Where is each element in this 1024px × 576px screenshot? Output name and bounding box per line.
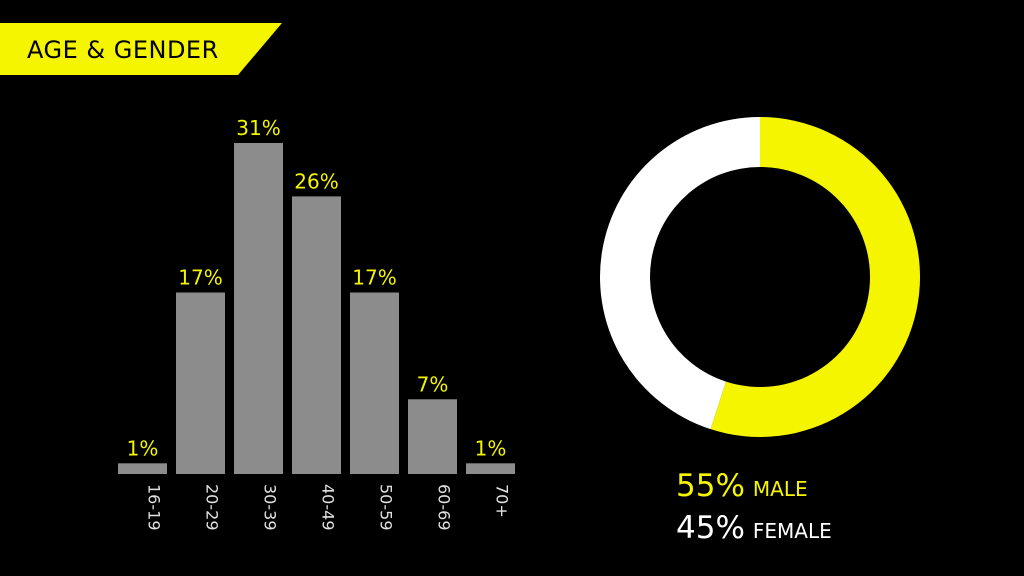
- bar-value-label: 7%: [417, 372, 449, 396]
- legend-female: 45% FEMALE: [676, 510, 832, 546]
- x-tick-label: 30-39: [261, 484, 280, 531]
- legend-female-label: FEMALE: [752, 519, 832, 543]
- legend-male-label: MALE: [752, 477, 808, 501]
- page-title: AGE & GENDER: [27, 36, 219, 64]
- x-tick-label: 40-49: [319, 484, 338, 531]
- bar-40-49: [292, 196, 341, 475]
- bar-value-label: 31%: [236, 116, 280, 140]
- x-tick-label: 60-69: [435, 484, 454, 531]
- bar-value-label: 26%: [294, 169, 338, 193]
- donut-slice-male: [710, 117, 920, 437]
- title-banner: AGE & GENDER: [0, 23, 282, 75]
- legend-male-value: 55%: [676, 468, 745, 504]
- bar-value-label: 17%: [352, 265, 396, 289]
- x-tick-label: 20-29: [203, 484, 222, 531]
- x-tick-label: 16-19: [145, 484, 164, 531]
- title-banner-shape: [0, 23, 282, 75]
- bar-70+: [466, 463, 515, 474]
- x-tick-label: 70+: [493, 484, 512, 518]
- legend-male: 55% MALE: [676, 468, 808, 504]
- legend-female-value: 45%: [676, 510, 745, 546]
- bar-value-label: 1%: [127, 436, 159, 460]
- x-tick-label: 50-59: [377, 484, 396, 531]
- bar-60-69: [408, 399, 457, 474]
- bar-value-label: 17%: [178, 265, 222, 289]
- bar-16-19: [118, 463, 167, 474]
- bar-20-29: [176, 292, 225, 474]
- bar-50-59: [350, 292, 399, 474]
- bar-30-39: [234, 143, 283, 474]
- bar-value-label: 1%: [475, 436, 507, 460]
- donut-slice-female: [600, 117, 760, 430]
